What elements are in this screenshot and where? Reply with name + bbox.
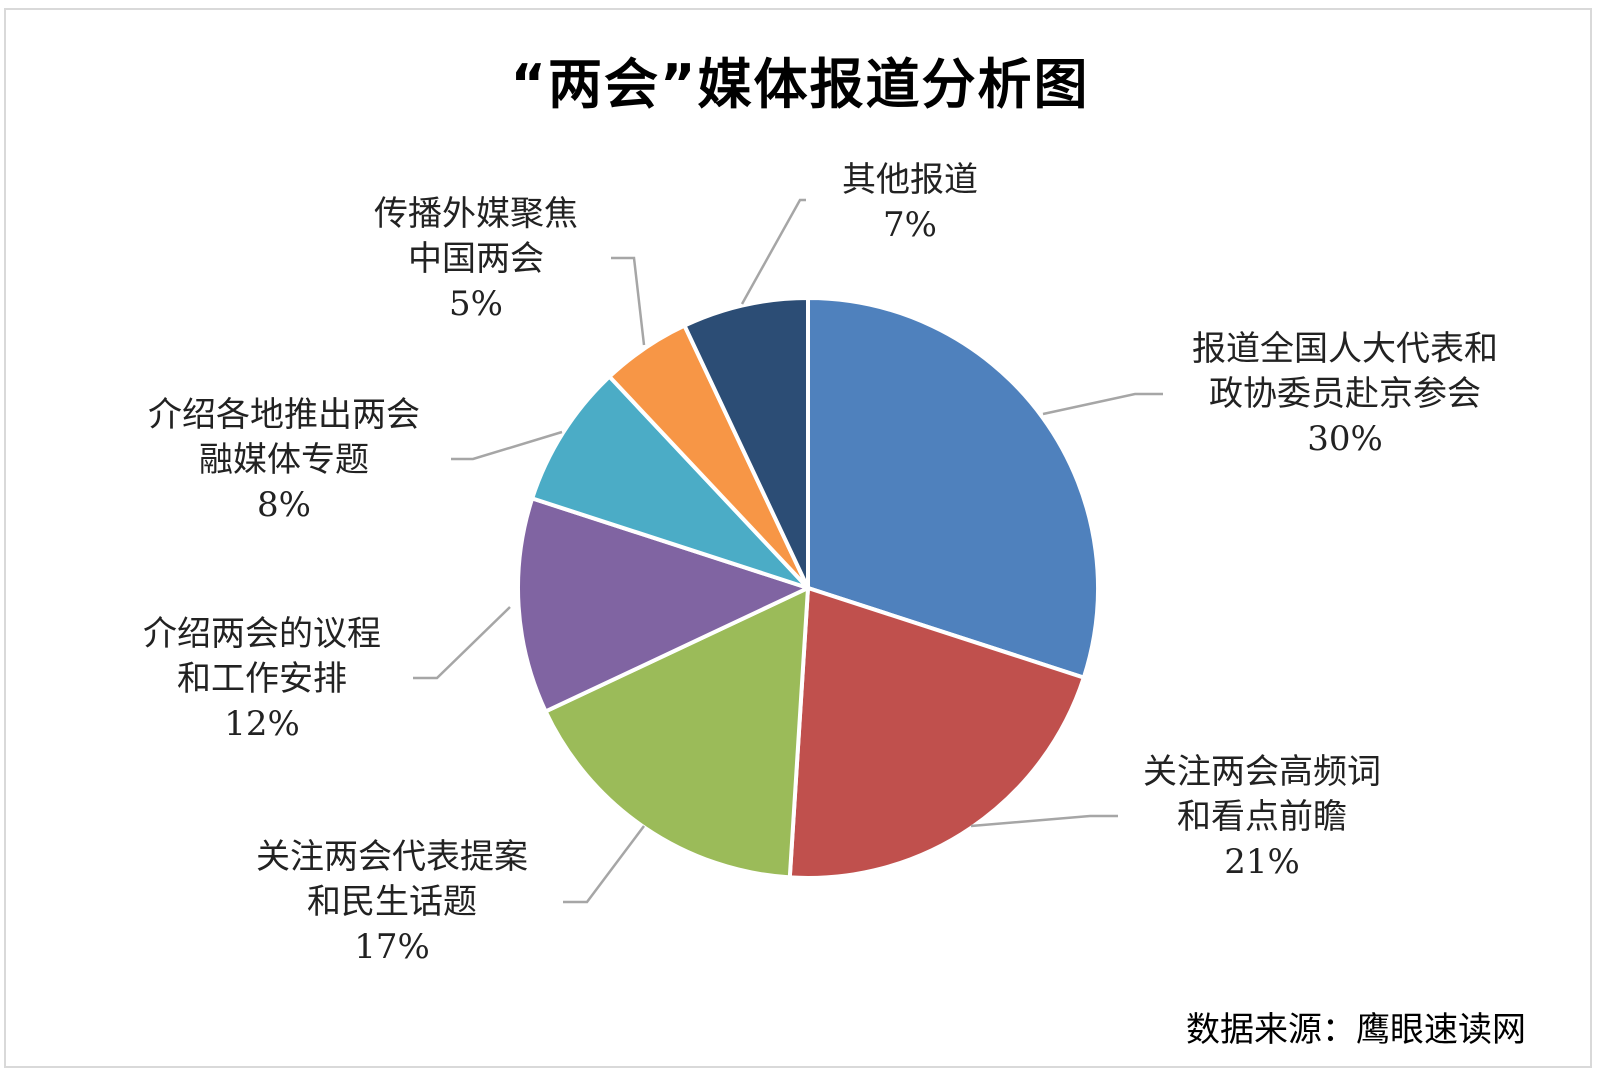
leader-line xyxy=(1042,392,1163,416)
leader-line xyxy=(563,825,645,904)
slice-label: 介绍各地推出两会 融媒体专题 8% xyxy=(148,393,420,528)
slice-percent: 30% xyxy=(1307,419,1383,459)
pie-slice xyxy=(530,374,810,590)
slice-label-line: 关注两会代表提案 xyxy=(256,837,528,877)
pie-slice xyxy=(787,586,1086,880)
slice-label: 其他报道 7% xyxy=(842,158,978,248)
leader-line xyxy=(413,606,511,680)
pie-slice xyxy=(806,296,1100,680)
slice-percent: 12% xyxy=(224,704,300,744)
slice-label: 关注两会代表提案 和民生话题 17% xyxy=(256,835,528,970)
slice-label-line: 和工作安排 xyxy=(177,659,347,699)
slice-percent: 21% xyxy=(1224,842,1300,882)
slice-label-line: 介绍两会的议程 xyxy=(143,614,381,654)
slice-percent: 8% xyxy=(257,485,311,525)
data-source: 数据来源：鹰眼速读网 xyxy=(1186,1010,1526,1050)
slice-label-line: 中国两会 xyxy=(408,239,544,279)
slice-label-line: 关注两会高频词 xyxy=(1143,752,1381,792)
slice-label: 介绍两会的议程 和工作安排 12% xyxy=(143,612,381,747)
leader-line xyxy=(970,814,1118,828)
pie-slice xyxy=(543,586,810,880)
slice-label: 报道全国人大代表和 政协委员赴京参会 30% xyxy=(1192,327,1498,462)
slice-label-line: 和看点前瞻 xyxy=(1177,797,1347,837)
chart-title: “两会”媒体报道分析图 xyxy=(510,53,1090,116)
slice-label-line: 报道全国人大代表和 xyxy=(1192,329,1498,369)
slice-label-line: 和民生话题 xyxy=(307,882,477,922)
slice-label: 关注两会高频词 和看点前瞻 21% xyxy=(1143,750,1381,885)
pie-slice xyxy=(516,496,810,714)
leader-line xyxy=(611,256,646,346)
slice-percent: 17% xyxy=(354,927,430,967)
slice-percent: 7% xyxy=(883,205,937,245)
slice-label-line: 政协委员赴京参会 xyxy=(1209,374,1481,414)
leader-line xyxy=(451,430,563,461)
slice-percent: 5% xyxy=(449,284,503,324)
pie-slice xyxy=(682,296,810,590)
slice-label-line: 介绍各地推出两会 xyxy=(148,395,420,435)
leader-line xyxy=(740,198,806,305)
slice-label: 传播外媒聚焦 中国两会 5% xyxy=(374,192,578,327)
slice-label-line: 传播外媒聚焦 xyxy=(374,194,578,234)
slice-label-line: 融媒体专题 xyxy=(199,440,369,480)
slice-label-line: 其他报道 xyxy=(842,160,978,200)
